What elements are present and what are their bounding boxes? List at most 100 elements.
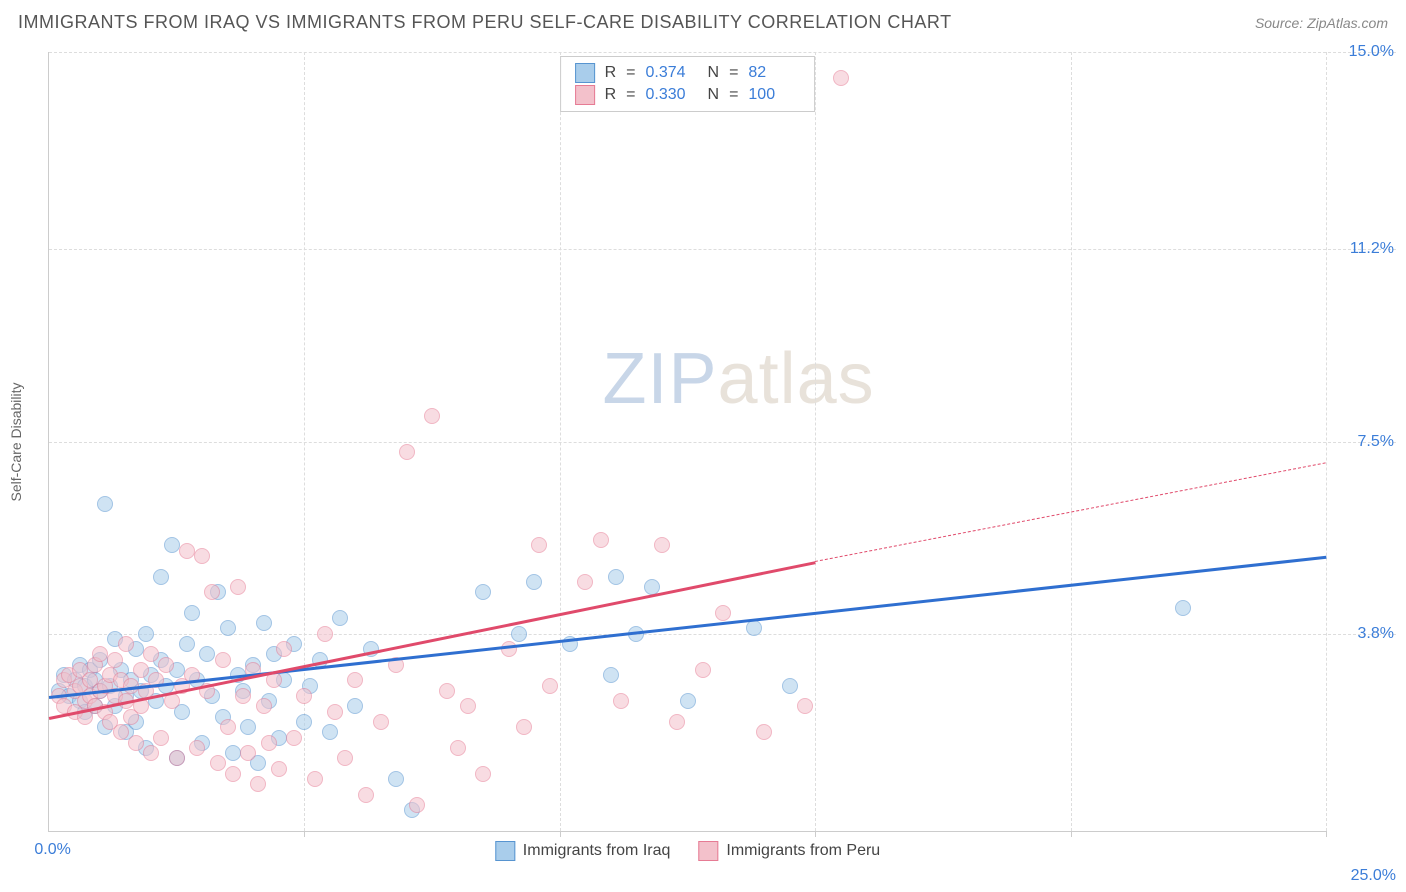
x-tick-min: 0.0% bbox=[34, 841, 70, 859]
point-peru bbox=[271, 761, 287, 777]
point-iraq bbox=[240, 719, 256, 735]
swatch-iraq bbox=[575, 63, 595, 83]
point-peru bbox=[542, 678, 558, 694]
point-peru bbox=[225, 766, 241, 782]
point-peru bbox=[261, 735, 277, 751]
x-tick-mark bbox=[304, 831, 305, 837]
point-peru bbox=[409, 797, 425, 813]
point-iraq bbox=[608, 569, 624, 585]
gridline-horizontal bbox=[49, 249, 1396, 250]
series-legend: Immigrants from Iraq Immigrants from Per… bbox=[495, 841, 880, 861]
gridline-horizontal bbox=[49, 634, 1396, 635]
point-iraq bbox=[97, 496, 113, 512]
point-iraq bbox=[164, 537, 180, 553]
point-peru bbox=[399, 444, 415, 460]
point-peru bbox=[347, 672, 363, 688]
point-iraq bbox=[347, 698, 363, 714]
gridline-horizontal bbox=[49, 52, 1396, 53]
gridline-vertical bbox=[1326, 52, 1327, 831]
point-peru bbox=[189, 740, 205, 756]
point-iraq bbox=[782, 678, 798, 694]
legend-row-peru: R = 0.330 N = 100 bbox=[575, 85, 801, 105]
point-peru bbox=[475, 766, 491, 782]
point-iraq bbox=[511, 626, 527, 642]
point-peru bbox=[593, 532, 609, 548]
point-iraq bbox=[526, 574, 542, 590]
point-peru bbox=[439, 683, 455, 699]
point-peru bbox=[133, 662, 149, 678]
point-iraq bbox=[225, 745, 241, 761]
point-peru bbox=[613, 693, 629, 709]
point-iraq bbox=[256, 615, 272, 631]
point-peru bbox=[210, 755, 226, 771]
gridline-vertical bbox=[1071, 52, 1072, 831]
x-tick-mark bbox=[560, 831, 561, 837]
point-peru bbox=[179, 543, 195, 559]
y-tick-label: 7.5% bbox=[1358, 433, 1394, 451]
point-iraq bbox=[322, 724, 338, 740]
y-axis-label: Self-Care Disability bbox=[8, 382, 24, 501]
point-peru bbox=[194, 548, 210, 564]
point-peru bbox=[516, 719, 532, 735]
x-tick-max: 25.0% bbox=[1351, 867, 1396, 885]
point-peru bbox=[107, 652, 123, 668]
point-peru bbox=[118, 636, 134, 652]
legend-item-iraq: Immigrants from Iraq bbox=[495, 841, 671, 861]
point-iraq bbox=[220, 620, 236, 636]
swatch-peru bbox=[575, 85, 595, 105]
x-tick-mark bbox=[1071, 831, 1072, 837]
point-iraq bbox=[179, 636, 195, 652]
point-peru bbox=[256, 698, 272, 714]
point-peru bbox=[833, 70, 849, 86]
point-iraq bbox=[332, 610, 348, 626]
point-peru bbox=[669, 714, 685, 730]
swatch-iraq-bottom bbox=[495, 841, 515, 861]
point-peru bbox=[220, 719, 236, 735]
point-peru bbox=[143, 745, 159, 761]
point-iraq bbox=[475, 584, 491, 600]
source-attribution: Source: ZipAtlas.com bbox=[1255, 15, 1388, 31]
point-peru bbox=[654, 537, 670, 553]
point-peru bbox=[215, 652, 231, 668]
point-peru bbox=[276, 641, 292, 657]
point-iraq bbox=[296, 714, 312, 730]
point-peru bbox=[250, 776, 266, 792]
swatch-peru-bottom bbox=[698, 841, 718, 861]
plot-region: ZIPatlas R = 0.374 N = 82 R = 0.330 N = … bbox=[48, 52, 1326, 832]
point-iraq bbox=[184, 605, 200, 621]
point-peru bbox=[128, 735, 144, 751]
x-tick-mark bbox=[1326, 831, 1327, 837]
point-iraq bbox=[388, 771, 404, 787]
point-iraq bbox=[746, 620, 762, 636]
chart-title: IMMIGRANTS FROM IRAQ VS IMMIGRANTS FROM … bbox=[18, 12, 952, 33]
point-peru bbox=[531, 537, 547, 553]
point-peru bbox=[424, 408, 440, 424]
point-peru bbox=[373, 714, 389, 730]
point-iraq bbox=[680, 693, 696, 709]
point-iraq bbox=[153, 569, 169, 585]
point-peru bbox=[695, 662, 711, 678]
gridline-vertical bbox=[560, 52, 561, 831]
gridline-vertical bbox=[815, 52, 816, 831]
point-peru bbox=[92, 646, 108, 662]
point-peru bbox=[158, 657, 174, 673]
point-peru bbox=[501, 641, 517, 657]
point-peru bbox=[153, 730, 169, 746]
chart-area: Self-Care Disability ZIPatlas R = 0.374 … bbox=[48, 52, 1326, 832]
point-peru bbox=[307, 771, 323, 787]
point-peru bbox=[230, 579, 246, 595]
point-peru bbox=[756, 724, 772, 740]
point-peru bbox=[450, 740, 466, 756]
correlation-legend: R = 0.374 N = 82 R = 0.330 N = 100 bbox=[560, 56, 816, 112]
point-iraq bbox=[1175, 600, 1191, 616]
point-iraq bbox=[138, 626, 154, 642]
point-iraq bbox=[603, 667, 619, 683]
y-tick-label: 11.2% bbox=[1350, 240, 1394, 258]
trend-line bbox=[49, 561, 816, 719]
point-peru bbox=[240, 745, 256, 761]
y-tick-label: 3.8% bbox=[1358, 625, 1394, 643]
point-peru bbox=[204, 584, 220, 600]
point-peru bbox=[296, 688, 312, 704]
point-peru bbox=[169, 750, 185, 766]
point-peru bbox=[286, 730, 302, 746]
